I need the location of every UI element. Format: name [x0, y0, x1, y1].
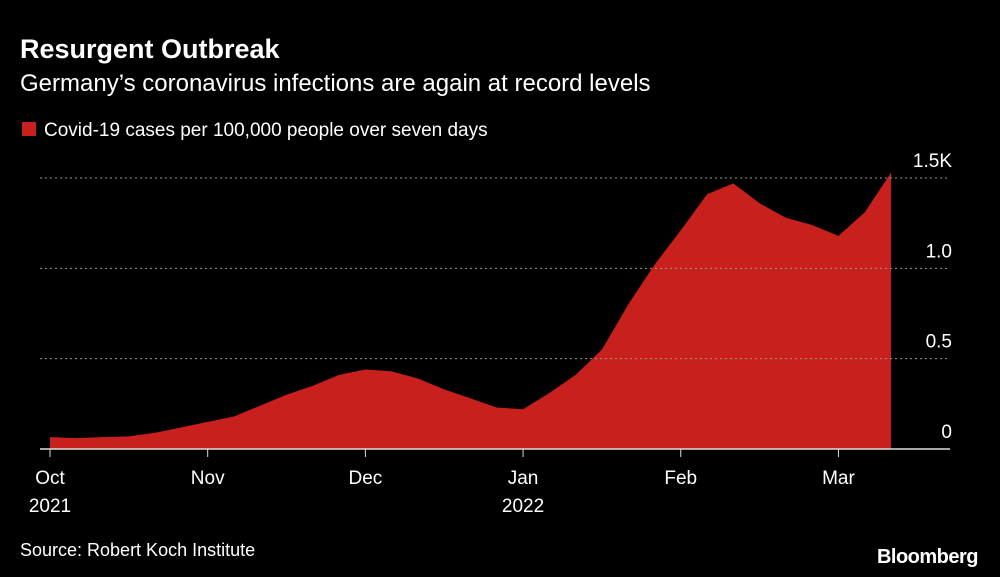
x-tick-label: Nov [190, 468, 225, 489]
x-tick-label: Oct 2021 [28, 468, 72, 517]
area [50, 172, 891, 449]
y-tick-label: 0.5 [926, 332, 952, 353]
x-tick-label: Mar [822, 468, 855, 489]
chart-title: Resurgent Outbreak [20, 34, 281, 64]
legend-label: Covid-19 cases per 100,000 people over s… [44, 120, 488, 141]
x-tick-label: Feb [664, 468, 698, 489]
chart-subtitle: Germany’s coronavirus infections are aga… [20, 70, 651, 97]
x-tick-label: Dec [348, 468, 383, 489]
y-tick-label: 1.0 [926, 241, 952, 262]
y-tick-label: 0 [941, 422, 952, 443]
y-tick-label: 1.5K [913, 151, 952, 172]
brand: Bloomberg [877, 546, 978, 568]
legend-swatch [22, 122, 36, 136]
x-tick-label: Jan 2022 [501, 468, 545, 517]
source: Source: Robert Koch Institute [20, 540, 255, 560]
